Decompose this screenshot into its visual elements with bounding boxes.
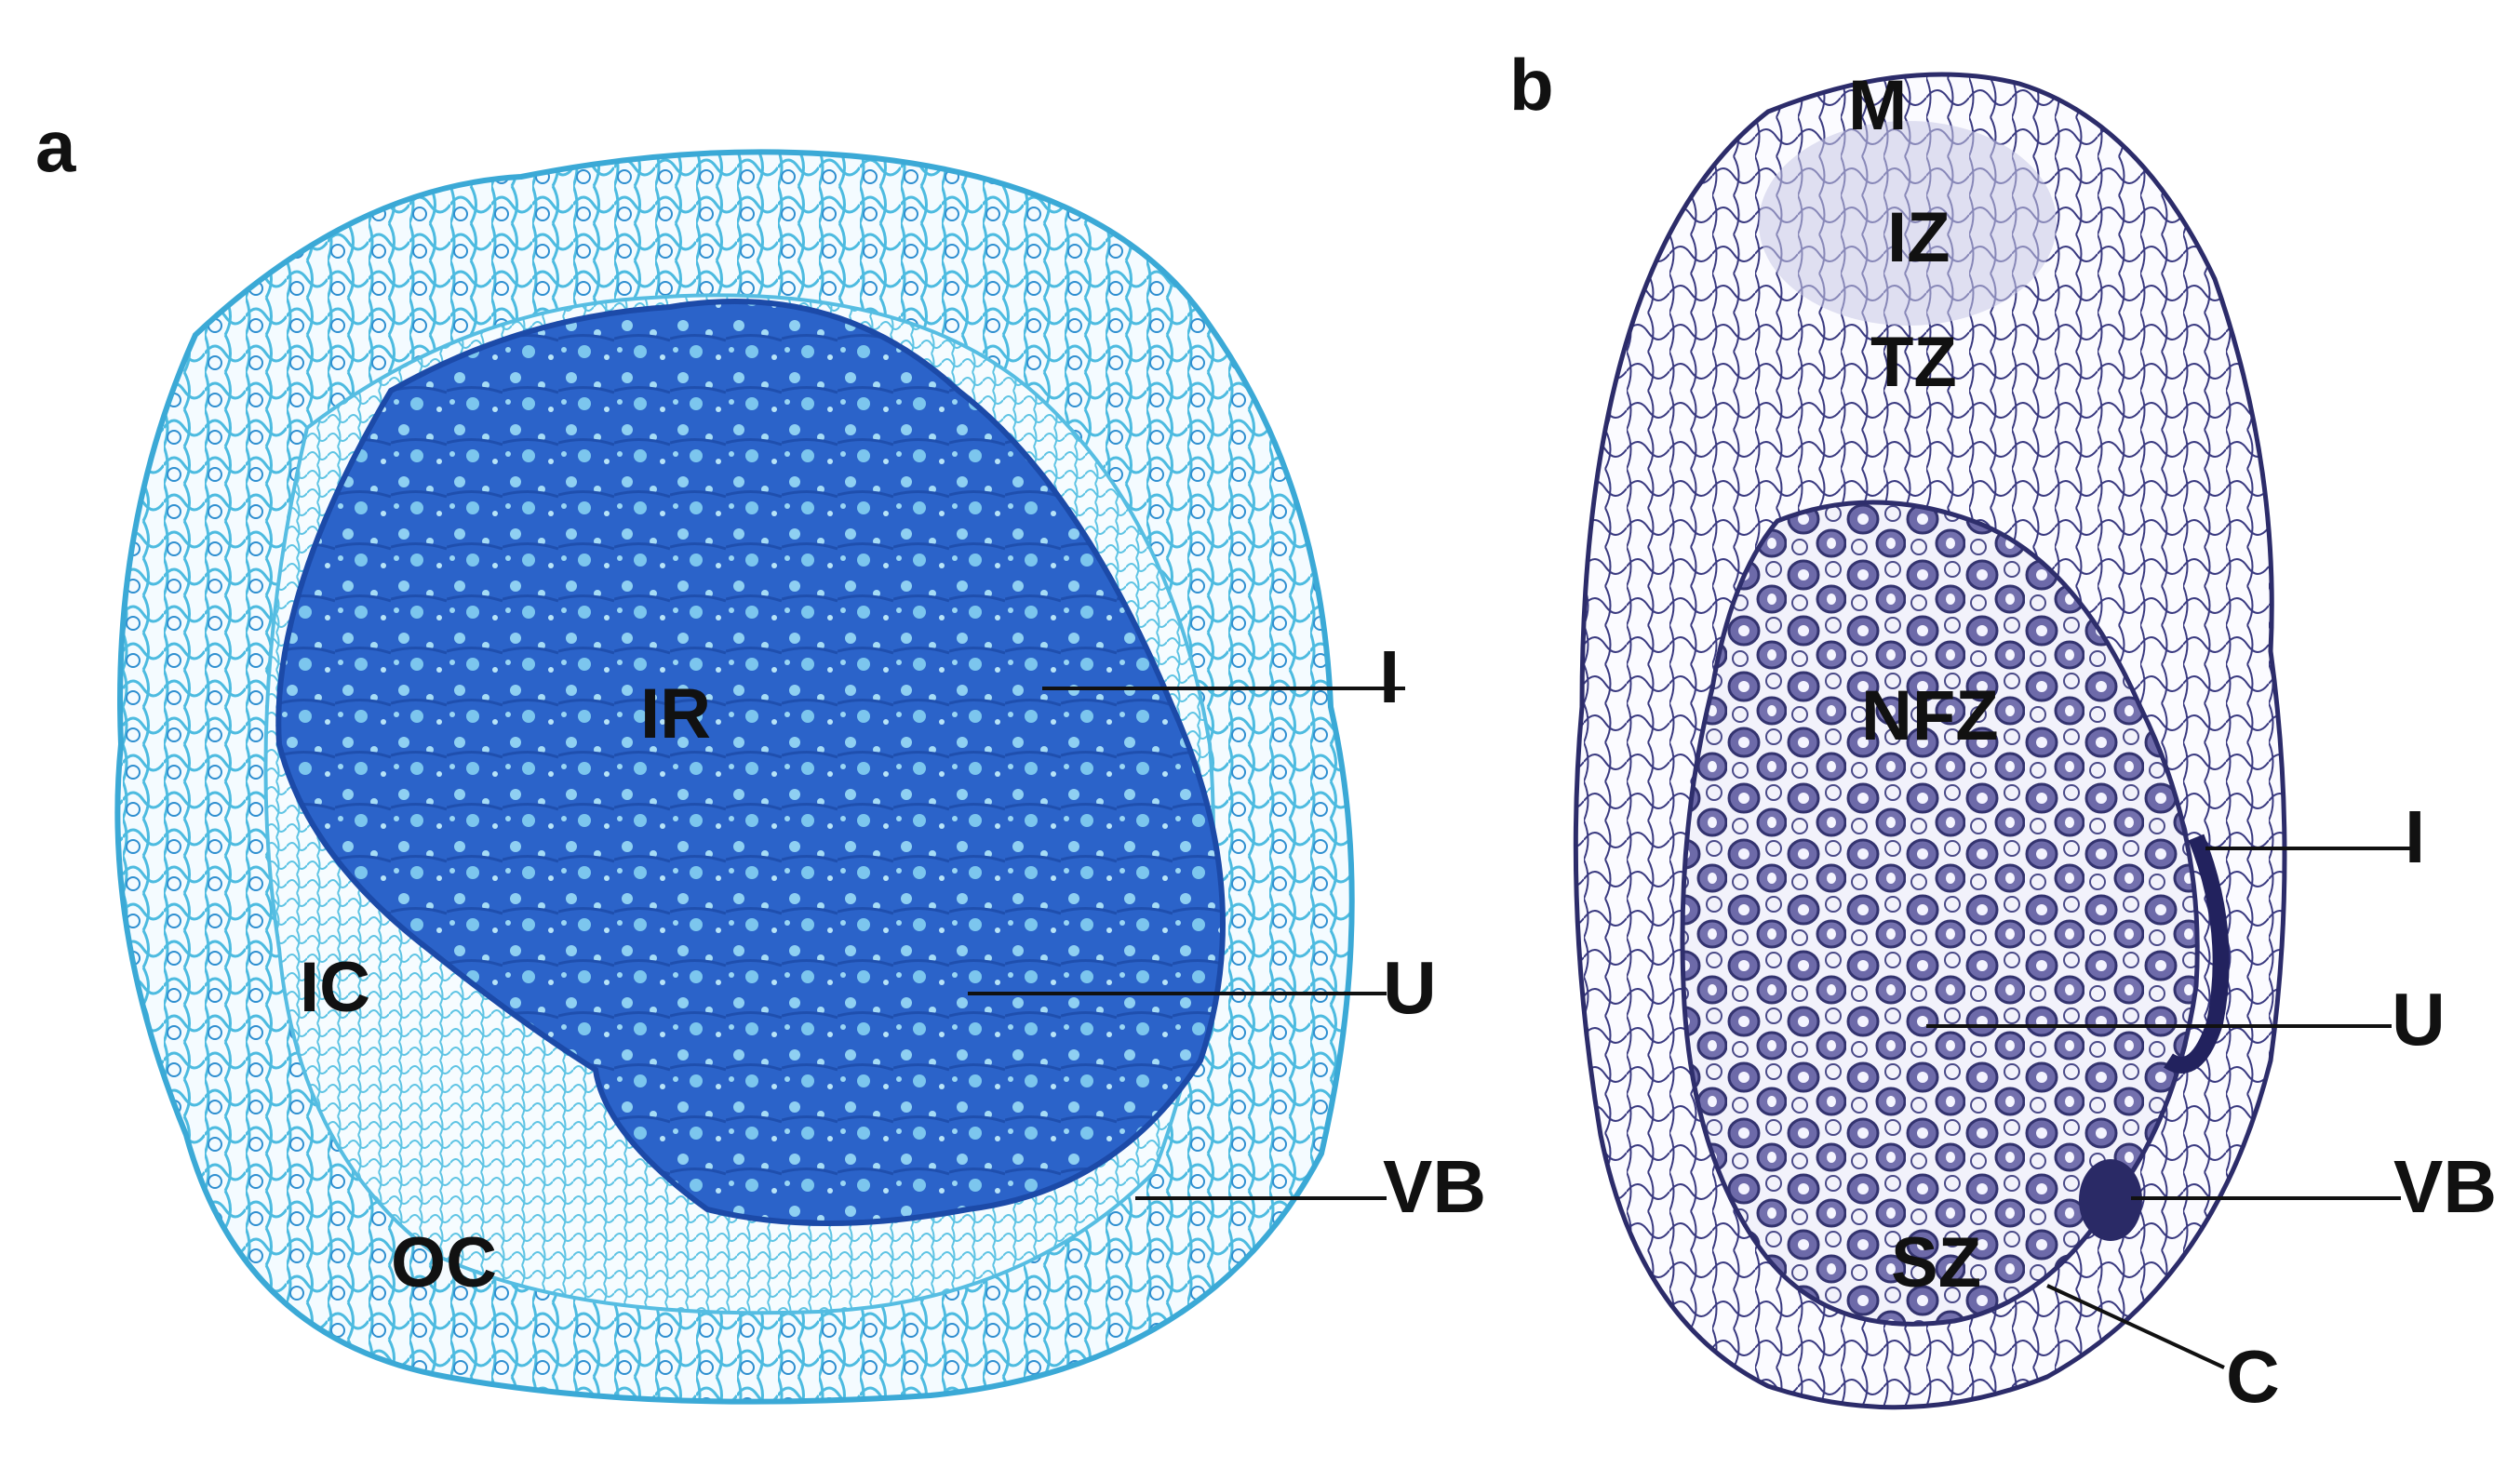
leader-line-b-C bbox=[2046, 1284, 2225, 1369]
label-a-U: U bbox=[1383, 946, 1437, 1029]
label-b-VB: VB bbox=[2393, 1145, 2498, 1228]
panel-a-letter: a bbox=[35, 105, 76, 187]
panel-b-letter: b bbox=[1509, 44, 1554, 126]
label-b-C: C bbox=[2226, 1335, 2280, 1418]
panel-b-nodule bbox=[1573, 72, 2287, 1410]
label-b-U: U bbox=[2392, 978, 2446, 1061]
label-b-TZ: TZ bbox=[1870, 323, 1957, 402]
label-b-M: M bbox=[1848, 66, 1908, 145]
label-a-OC: OC bbox=[391, 1223, 497, 1302]
panel-a-nodule bbox=[114, 149, 1355, 1405]
label-a-VB: VB bbox=[1383, 1145, 1487, 1228]
label-b-I: I bbox=[2405, 795, 2426, 878]
panel-b-leader-lines bbox=[1926, 847, 2410, 1369]
label-a-IC: IC bbox=[300, 948, 370, 1027]
label-a-I: I bbox=[1379, 635, 1401, 718]
label-b-SZ: SZ bbox=[1891, 1223, 1982, 1302]
label-b-IZ: IZ bbox=[1887, 198, 1950, 277]
label-b-NFZ: NFZ bbox=[1861, 676, 1999, 755]
label-a-IR: IR bbox=[640, 674, 711, 754]
panel-a-leader-lines bbox=[968, 687, 1405, 1200]
